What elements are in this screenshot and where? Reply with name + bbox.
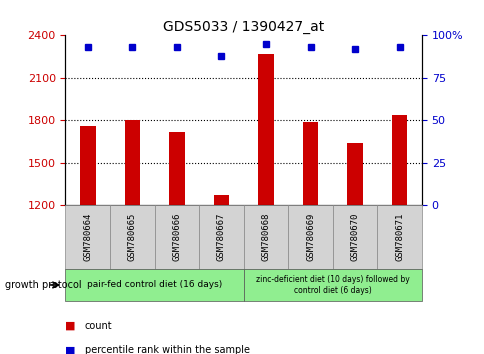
Text: GSM780667: GSM780667 xyxy=(216,213,226,261)
Bar xyxy=(243,269,421,301)
Bar xyxy=(243,205,287,269)
Bar xyxy=(110,205,154,269)
Text: zinc-deficient diet (10 days) followed by
control diet (6 days): zinc-deficient diet (10 days) followed b… xyxy=(256,275,409,295)
Bar xyxy=(65,269,243,301)
Title: GDS5033 / 1390427_at: GDS5033 / 1390427_at xyxy=(163,21,324,34)
Bar xyxy=(257,54,273,205)
Text: ■: ■ xyxy=(65,346,76,354)
Text: ■: ■ xyxy=(65,321,76,331)
Bar xyxy=(213,195,229,205)
Bar xyxy=(347,143,362,205)
Bar xyxy=(80,126,95,205)
Text: growth protocol: growth protocol xyxy=(5,280,81,290)
Bar xyxy=(332,205,377,269)
Text: GSM780664: GSM780664 xyxy=(83,213,92,261)
Text: GSM780668: GSM780668 xyxy=(261,213,270,261)
Bar xyxy=(65,205,110,269)
Bar xyxy=(199,205,243,269)
Bar xyxy=(377,205,421,269)
Bar xyxy=(302,122,318,205)
Bar xyxy=(391,115,407,205)
Bar xyxy=(169,132,184,205)
Text: GSM780671: GSM780671 xyxy=(394,213,403,261)
Text: GSM780665: GSM780665 xyxy=(128,213,136,261)
Bar xyxy=(154,205,199,269)
Text: pair-fed control diet (16 days): pair-fed control diet (16 days) xyxy=(87,280,222,290)
Text: GSM780669: GSM780669 xyxy=(305,213,315,261)
Text: GSM780666: GSM780666 xyxy=(172,213,181,261)
Bar xyxy=(287,205,332,269)
Text: count: count xyxy=(85,321,112,331)
Text: GSM780670: GSM780670 xyxy=(350,213,359,261)
Text: percentile rank within the sample: percentile rank within the sample xyxy=(85,346,249,354)
Bar xyxy=(124,120,140,205)
